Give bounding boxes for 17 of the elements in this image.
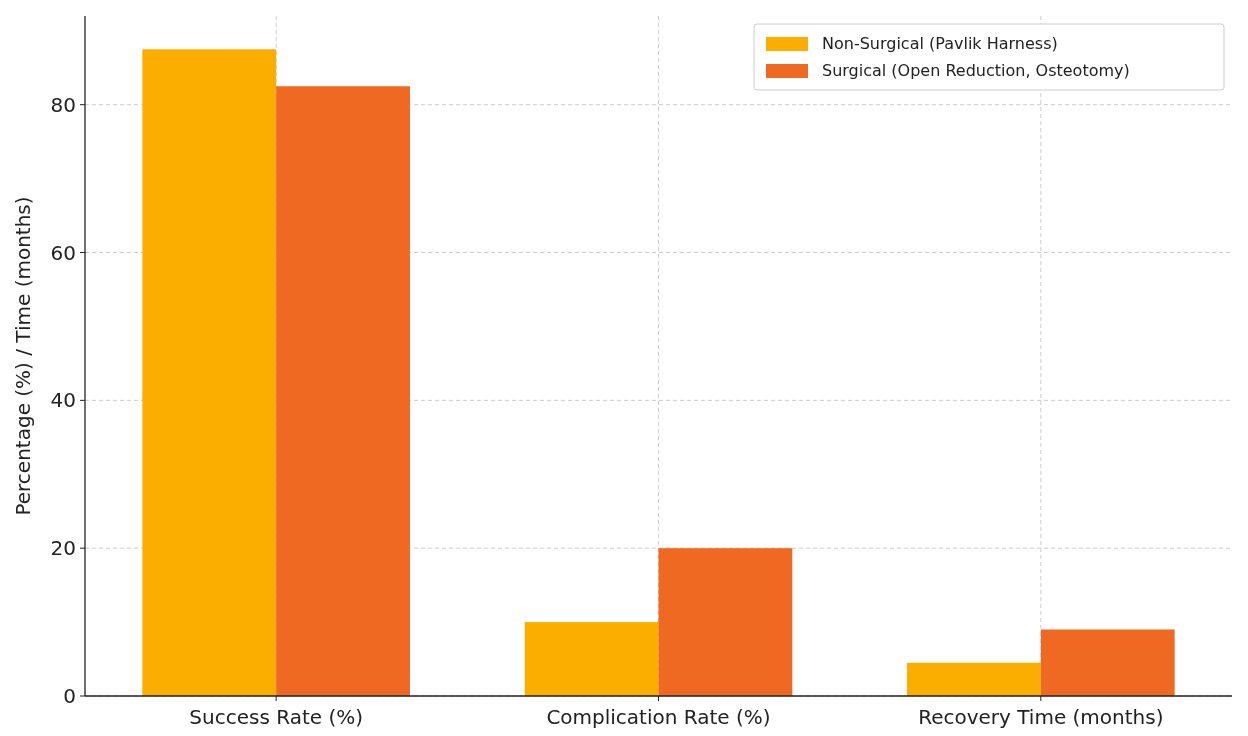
y-tick-label: 0 [63, 684, 76, 708]
y-tick-label: 40 [50, 388, 76, 413]
legend-label: Surgical (Open Reduction, Osteotomy) [822, 61, 1130, 80]
bar [276, 86, 410, 696]
x-tick-label: Success Rate (%) [189, 705, 364, 729]
bar [1040, 629, 1175, 696]
y-tick-label: 20 [50, 536, 76, 561]
bar [142, 49, 277, 696]
bar [658, 548, 793, 696]
legend-label: Non-Surgical (Pavlik Harness) [822, 34, 1058, 53]
y-axis-title: Percentage (%) / Time (months) [11, 196, 35, 516]
x-tick-label: Recovery Time (months) [918, 705, 1164, 729]
y-tick-label: 60 [50, 240, 76, 265]
bar [907, 662, 1041, 696]
x-tick-label: Complication Rate (%) [546, 705, 771, 729]
y-tick-label: 80 [50, 92, 76, 117]
bar [524, 622, 659, 696]
